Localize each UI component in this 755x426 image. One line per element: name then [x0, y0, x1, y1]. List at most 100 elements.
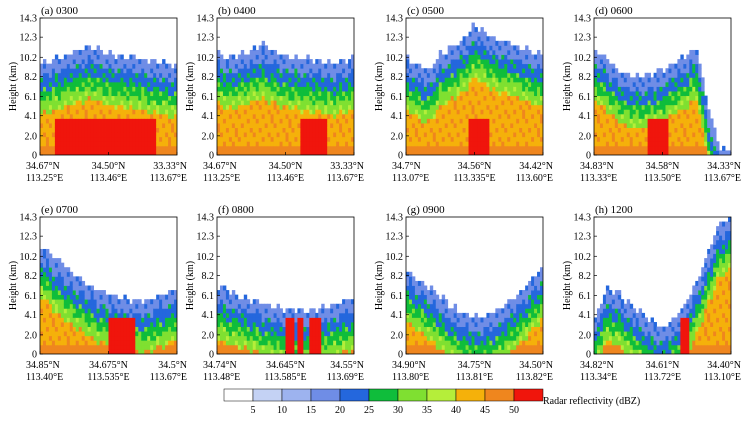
- reflectivity-cell: [315, 150, 319, 155]
- reflectivity-cell: [303, 100, 307, 106]
- reflectivity-cell: [87, 59, 92, 65]
- reflectivity-cell: [432, 132, 437, 138]
- reflectivity-cell: [665, 72, 669, 78]
- reflectivity-cell: [291, 326, 295, 332]
- reflectivity-cell: [81, 127, 86, 133]
- reflectivity-cell: [406, 113, 410, 119]
- reflectivity-cell: [462, 40, 466, 46]
- reflectivity-cell: [695, 141, 699, 147]
- reflectivity-cell: [267, 141, 272, 147]
- reflectivity-cell: [270, 81, 274, 87]
- reflectivity-cell: [174, 308, 177, 314]
- reflectivity-cell: [111, 335, 115, 341]
- reflectivity-cell: [417, 77, 422, 83]
- reflectivity-cell: [641, 86, 646, 92]
- reflectivity-cell: [653, 104, 657, 110]
- reflectivity-cell: [522, 86, 526, 92]
- reflectivity-cell: [608, 150, 613, 155]
- reflectivity-cell: [171, 113, 175, 119]
- reflectivity-cell: [147, 331, 151, 337]
- reflectivity-cell: [105, 340, 109, 346]
- reflectivity-cell: [231, 344, 236, 350]
- reflectivity-cell: [60, 68, 65, 74]
- reflectivity-cell: [219, 86, 224, 92]
- reflectivity-cell: [498, 81, 502, 87]
- reflectivity-cell: [222, 308, 227, 314]
- reflectivity-cell: [701, 123, 705, 128]
- reflectivity-cell: [297, 123, 301, 128]
- reflectivity-cell: [267, 303, 272, 309]
- reflectivity-cell: [132, 109, 136, 115]
- reflectivity-cell: [315, 132, 319, 138]
- reflectivity-cell: [429, 91, 434, 97]
- reflectivity-cell: [677, 95, 681, 101]
- reflectivity-cell: [501, 132, 505, 138]
- reflectivity-cell: [704, 136, 708, 142]
- reflectivity-cell: [432, 136, 437, 142]
- reflectivity-cell: [258, 150, 263, 155]
- reflectivity-cell: [60, 285, 65, 291]
- reflectivity-cell: [432, 91, 437, 97]
- reflectivity-cell: [468, 31, 472, 37]
- reflectivity-cell: [635, 141, 640, 147]
- reflectivity-cell: [267, 326, 272, 332]
- reflectivity-cell: [665, 68, 669, 74]
- reflectivity-cell: [641, 118, 646, 124]
- reflectivity-cell: [483, 31, 487, 37]
- reflectivity-cell: [510, 45, 514, 51]
- reflectivity-cell: [510, 136, 514, 142]
- reflectivity-cell: [217, 91, 221, 97]
- reflectivity-cell: [632, 104, 637, 110]
- reflectivity-cell: [540, 118, 543, 124]
- reflectivity-cell: [225, 72, 230, 78]
- reflectivity-cell: [75, 81, 80, 87]
- reflectivity-cell: [644, 72, 649, 78]
- reflectivity-cell: [75, 49, 80, 55]
- reflectivity-cell: [513, 136, 517, 142]
- reflectivity-cell: [689, 72, 693, 78]
- reflectivity-cell: [57, 258, 62, 264]
- reflectivity-cell: [234, 77, 239, 83]
- reflectivity-cell: [60, 317, 65, 323]
- reflectivity-cell: [282, 335, 286, 341]
- reflectivity-cell: [345, 95, 349, 101]
- reflectivity-cell: [246, 68, 251, 74]
- reflectivity-cell: [459, 113, 463, 119]
- reflectivity-cell: [324, 91, 328, 97]
- reflectivity-cell: [629, 104, 634, 110]
- reflectivity-cell: [126, 118, 130, 124]
- reflectivity-cell: [156, 63, 160, 69]
- reflectivity-cell: [252, 340, 257, 346]
- reflectivity-cell: [102, 63, 106, 69]
- reflectivity-cell: [54, 303, 59, 309]
- reflectivity-cell: [429, 127, 434, 133]
- reflectivity-cell: [683, 118, 687, 124]
- reflectivity-cell: [602, 113, 607, 119]
- reflectivity-cell: [126, 299, 130, 305]
- reflectivity-cell: [686, 132, 690, 138]
- reflectivity-cell: [486, 72, 490, 78]
- reflectivity-cell: [492, 141, 496, 147]
- reflectivity-cell: [174, 86, 177, 92]
- reflectivity-cell: [174, 322, 177, 327]
- y-tick-label: 2.0: [202, 131, 215, 142]
- reflectivity-cell: [537, 54, 541, 60]
- reflectivity-cell: [611, 81, 616, 87]
- reflectivity-cell: [99, 299, 103, 305]
- reflectivity-cell: [483, 150, 487, 155]
- reflectivity-cell: [40, 262, 44, 268]
- reflectivity-cell: [48, 312, 53, 318]
- reflectivity-cell: [264, 49, 269, 55]
- reflectivity-cell: [647, 145, 651, 151]
- reflectivity-cell: [339, 141, 343, 147]
- reflectivity-cell: [420, 81, 425, 87]
- reflectivity-cell: [234, 123, 239, 128]
- reflectivity-cell: [333, 77, 337, 83]
- reflectivity-cell: [234, 113, 239, 119]
- reflectivity-cell: [225, 59, 230, 65]
- reflectivity-cell: [522, 49, 526, 55]
- reflectivity-cell: [117, 95, 121, 101]
- reflectivity-cell: [647, 100, 651, 106]
- reflectivity-cell: [650, 104, 654, 110]
- reflectivity-cell: [306, 91, 310, 97]
